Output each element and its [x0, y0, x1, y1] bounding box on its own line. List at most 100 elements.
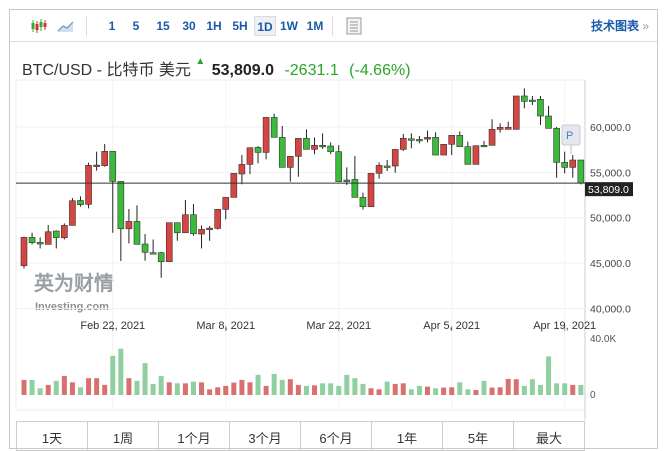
volume-bar [521, 385, 527, 395]
volume-bar [303, 385, 309, 395]
candle [335, 145, 343, 182]
candle [408, 133, 415, 149]
candle-body [238, 164, 246, 175]
candle-body [464, 146, 472, 165]
candle-body [198, 229, 205, 235]
candle [101, 144, 108, 167]
interval-15[interactable]: 15 [156, 19, 170, 33]
candle [174, 222, 181, 241]
candle [52, 230, 60, 249]
candle [577, 159, 585, 185]
candle [165, 222, 173, 262]
volume-bar [271, 373, 277, 395]
candle-body [36, 242, 44, 245]
volume-tick-max: 40.0K [590, 334, 616, 345]
candle [214, 209, 221, 230]
candle-body [367, 173, 375, 208]
candle [367, 173, 375, 208]
volume-bar [126, 378, 132, 395]
x-tick-label: Mar 22, 2021 [306, 320, 371, 332]
volume-bar [174, 383, 180, 395]
candle [262, 117, 270, 160]
interval-1m[interactable]: 1M [306, 19, 324, 33]
interval-30[interactable]: 30 [182, 19, 196, 33]
page-layout-icon[interactable] [344, 16, 364, 36]
candle-body [319, 145, 326, 148]
candle [77, 196, 84, 207]
candle-body [214, 209, 221, 229]
candle [206, 226, 213, 241]
x-tick-label: Feb 22, 2021 [80, 320, 145, 332]
range-tab[interactable]: 5年 [443, 422, 514, 450]
candle [61, 223, 68, 240]
interval-1[interactable]: 1 [108, 19, 116, 33]
line-chart-icon[interactable] [56, 16, 76, 36]
price-chart[interactable]: 英为财情 Investing.com 53,809.0 P 60,000.055… [0, 0, 665, 432]
candle-body [512, 95, 520, 130]
tech-chart-link[interactable]: 技术图表 » [591, 16, 649, 36]
candle [456, 131, 464, 147]
interval-1h[interactable]: 1H [206, 19, 222, 33]
candle-body [391, 149, 399, 167]
candle [85, 162, 92, 209]
interval-1w[interactable]: 1W [280, 19, 298, 33]
candle [93, 151, 100, 171]
candle-body [222, 197, 230, 210]
volume-bar [29, 379, 35, 395]
price-change-percent: (-4.66%) [349, 62, 411, 79]
candle-body [327, 145, 334, 152]
volume-bar [513, 379, 519, 395]
range-tab[interactable]: 最大 [535, 431, 562, 446]
volume-bar [182, 383, 188, 395]
interval-5[interactable]: 5 [132, 19, 140, 33]
candle [222, 197, 230, 220]
range-tab[interactable]: 1周 [88, 422, 159, 450]
range-tab[interactable]: 1年 [372, 422, 443, 450]
volume-bar [190, 381, 196, 395]
candle-body [456, 135, 464, 147]
candle [440, 144, 447, 156]
candle [375, 162, 383, 179]
volume-bar [505, 378, 511, 395]
range-tab[interactable]: 6个月 [301, 422, 372, 450]
candle-body [537, 99, 544, 117]
candle [141, 234, 149, 261]
candle-body [69, 200, 76, 226]
candle-body [101, 151, 108, 166]
chevron-right-icon: » [642, 19, 649, 33]
volume-bar [61, 375, 67, 395]
volume-bar [546, 356, 552, 395]
candle-body [383, 165, 391, 168]
candle-body [149, 252, 157, 255]
candle-body [335, 151, 343, 182]
candle-body [577, 159, 585, 184]
interval-5h[interactable]: 5H [232, 19, 248, 33]
range-tab[interactable]: 1个月 [159, 422, 230, 450]
range-tab[interactable]: 1天 [17, 422, 88, 450]
x-tick-label: Apr 19, 2021 [533, 320, 596, 332]
event-marker[interactable]: P [561, 124, 581, 154]
volume-bar [45, 384, 51, 395]
candle [295, 138, 302, 177]
candle [311, 137, 318, 155]
volume-bar [392, 383, 398, 395]
candle-body [270, 117, 278, 138]
candle-body [28, 237, 36, 244]
candlestick-chart-icon[interactable] [28, 16, 48, 36]
candle [133, 205, 141, 245]
candle [149, 239, 157, 255]
range-tab[interactable]: 3个月 [230, 422, 301, 450]
candle-body [448, 135, 456, 145]
tech-chart-label: 技术图表 [590, 19, 639, 33]
volume-bar [263, 385, 269, 395]
candle [20, 236, 28, 269]
candle [432, 132, 439, 156]
y-tick-label: 55,000.0 [590, 167, 631, 179]
interval-1d[interactable]: 1D [254, 16, 276, 36]
chart-widget: 1 5 15 30 1H 5H 1D 1W 1M 技术图表 » BTC/USD - 比特币 美元… [9, 9, 658, 449]
volume-bar [77, 387, 83, 395]
volume-bar [320, 383, 326, 395]
candle-body [165, 222, 173, 262]
candle-body [553, 128, 560, 163]
volume-bar [344, 374, 350, 395]
